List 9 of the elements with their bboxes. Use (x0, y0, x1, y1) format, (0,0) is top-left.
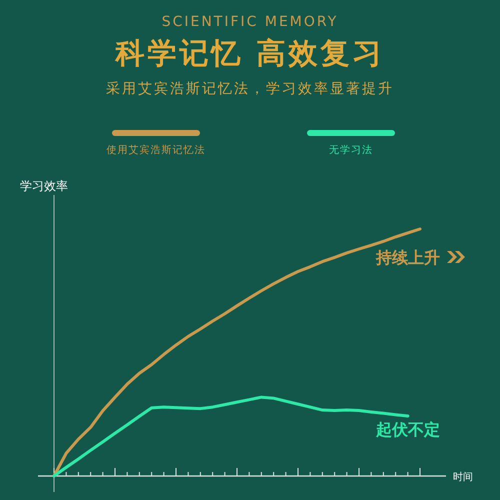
text: SCIENTIFIC MEMORY (162, 14, 338, 30)
text: 使用艾宾浩斯记忆法 (106, 144, 206, 156)
chart-title: 科学记忆 高效复习 (114, 36, 385, 70)
chart-subtitle: 采用艾宾浩斯记忆法，学习效率显著提升 (106, 81, 394, 97)
y-axis-title: 学习效率 (20, 179, 68, 193)
x-axis-title: 时间 (453, 471, 473, 483)
annotation: 持续上升 (375, 248, 440, 267)
annotation: 起伏不定 (375, 420, 440, 439)
text: 无学习法 (329, 144, 373, 156)
